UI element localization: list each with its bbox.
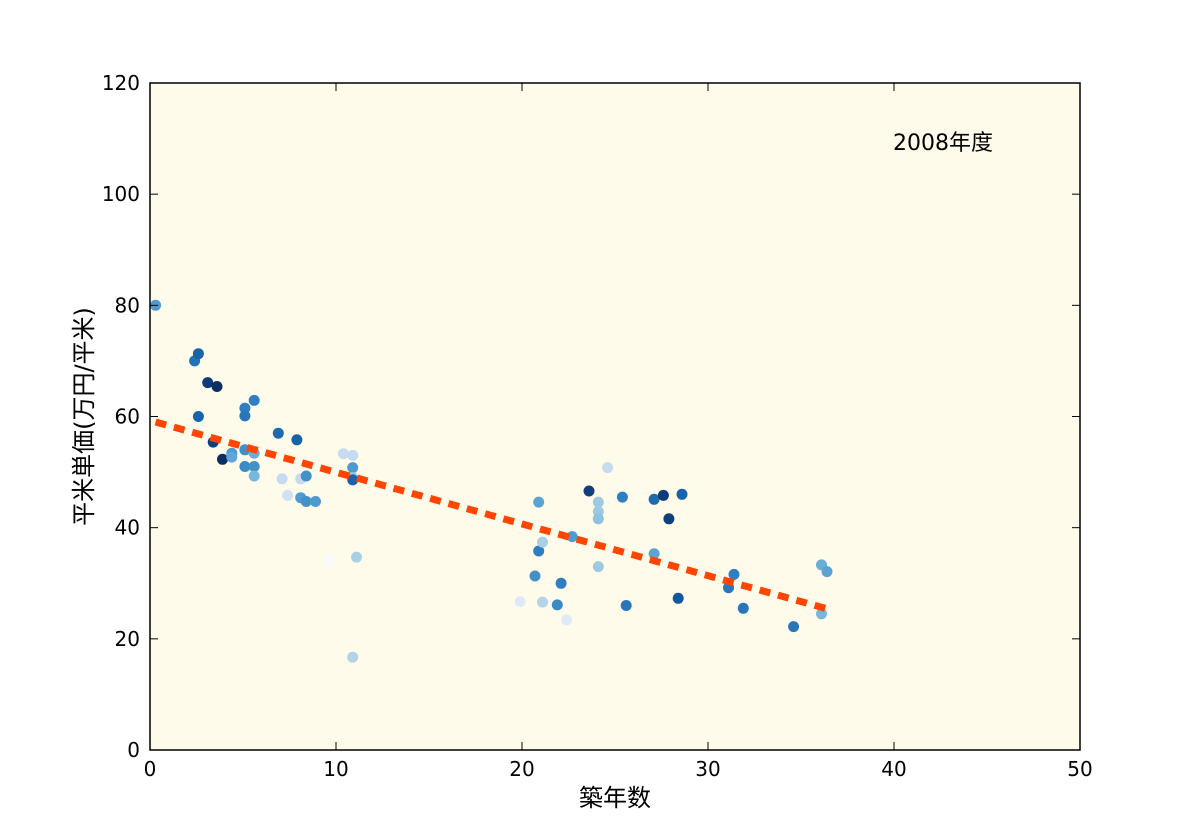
x-tick-label: 0 bbox=[144, 757, 157, 781]
y-axis-title: 平米単価(万円/平米) bbox=[70, 307, 98, 526]
data-point-27 bbox=[323, 555, 335, 567]
data-point-46 bbox=[592, 496, 604, 508]
x-tick-label: 50 bbox=[1067, 757, 1092, 781]
data-point-5 bbox=[211, 381, 223, 392]
data-point-21 bbox=[291, 434, 303, 446]
data-point-2 bbox=[192, 348, 204, 360]
trendline bbox=[154, 418, 827, 612]
data-point-41 bbox=[551, 599, 563, 611]
data-point-52 bbox=[620, 600, 632, 611]
x-tick-label: 40 bbox=[881, 757, 906, 781]
data-point-4 bbox=[202, 377, 214, 389]
data-point-34 bbox=[347, 651, 359, 663]
data-point-53 bbox=[648, 493, 660, 505]
data-point-33 bbox=[351, 551, 362, 563]
x-tick-label: 30 bbox=[695, 757, 720, 781]
data-point-39 bbox=[537, 536, 548, 548]
data-point-30 bbox=[347, 462, 359, 474]
data-point-9 bbox=[226, 451, 238, 463]
y-tick-label: 120 bbox=[102, 71, 140, 95]
data-point-24 bbox=[300, 470, 312, 482]
data-point-50 bbox=[602, 462, 614, 474]
data-point-57 bbox=[672, 592, 684, 604]
data-point-10 bbox=[239, 402, 251, 414]
data-point-45 bbox=[583, 485, 595, 497]
data-point-7 bbox=[217, 453, 228, 465]
points-layer bbox=[150, 299, 833, 663]
data-point-51 bbox=[616, 491, 628, 503]
data-point-3 bbox=[192, 411, 204, 422]
data-point-42 bbox=[555, 577, 567, 589]
x-tick-label: 10 bbox=[323, 757, 348, 781]
y-tick-label: 40 bbox=[115, 516, 140, 540]
data-point-25 bbox=[300, 496, 312, 507]
year-annotation: 2008年度 bbox=[893, 131, 993, 156]
data-point-62 bbox=[788, 621, 800, 633]
data-point-18 bbox=[272, 427, 284, 439]
x-axis: 0 10 20 30 40 50 bbox=[144, 83, 1093, 781]
data-point-14 bbox=[248, 394, 260, 406]
y-tick-label: 100 bbox=[102, 182, 140, 206]
data-point-40 bbox=[537, 596, 548, 608]
data-point-43 bbox=[561, 614, 573, 626]
y-tick-label: 60 bbox=[115, 405, 140, 429]
data-point-56 bbox=[663, 513, 675, 525]
data-point-26 bbox=[310, 496, 321, 507]
data-point-19 bbox=[276, 473, 288, 485]
y-tick-label: 20 bbox=[115, 627, 140, 651]
data-point-37 bbox=[533, 496, 545, 508]
data-point-17 bbox=[248, 470, 260, 482]
y-tick-label: 80 bbox=[115, 293, 140, 317]
data-point-61 bbox=[737, 602, 749, 614]
data-point-11 bbox=[239, 410, 251, 422]
x-tick-label: 20 bbox=[509, 757, 534, 781]
data-point-65 bbox=[821, 566, 833, 578]
y-axis: 0 20 40 60 80 100 120 bbox=[102, 71, 1080, 762]
data-point-36 bbox=[529, 570, 541, 582]
data-point-20 bbox=[282, 489, 294, 501]
y-tick-label: 0 bbox=[127, 738, 140, 762]
data-point-58 bbox=[676, 488, 688, 500]
data-point-49 bbox=[592, 561, 604, 573]
data-point-48 bbox=[592, 513, 604, 525]
data-point-13 bbox=[239, 461, 251, 472]
data-point-35 bbox=[514, 596, 526, 608]
data-point-16 bbox=[248, 461, 260, 472]
data-point-55 bbox=[657, 489, 669, 501]
data-point-28 bbox=[337, 448, 349, 460]
data-point-38 bbox=[533, 545, 545, 557]
data-point-60 bbox=[728, 568, 740, 580]
plot-area bbox=[150, 83, 1080, 750]
data-point-32 bbox=[347, 474, 359, 486]
x-axis-title: 築年数 bbox=[579, 784, 651, 812]
data-point-29 bbox=[347, 449, 359, 461]
